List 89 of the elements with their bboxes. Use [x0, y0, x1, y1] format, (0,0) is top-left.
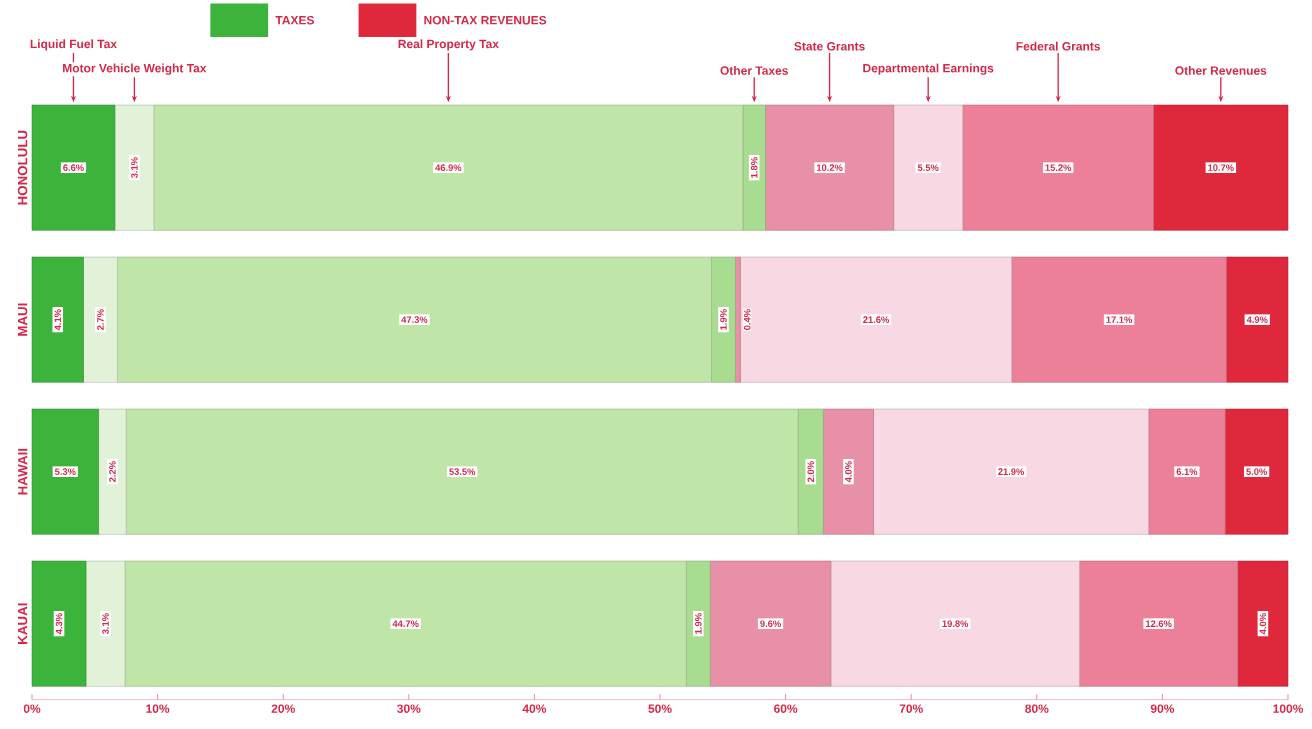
x-tick-label: 60%	[774, 704, 798, 713]
x-tick-label: 70%	[899, 704, 923, 713]
text: TAXES	[275, 15, 314, 25]
data-label: 21.9%	[998, 468, 1025, 475]
bar	[711, 256, 736, 383]
bar	[98, 408, 127, 535]
data-label: 2.2%	[109, 461, 116, 482]
y-tick-label: MAUI	[17, 303, 28, 336]
data-label: 12.6%	[1146, 620, 1172, 627]
bar	[740, 256, 1012, 383]
bar	[823, 408, 874, 535]
bar	[893, 104, 963, 231]
bar	[85, 560, 126, 687]
y-tick-label: HONOLULU	[17, 130, 28, 205]
data-label: 4.9%	[1246, 316, 1268, 323]
bar	[1079, 560, 1239, 687]
bar	[742, 104, 766, 231]
data-label: 4.3%	[55, 613, 63, 635]
bar	[124, 560, 687, 687]
data-label: 46.9%	[435, 164, 462, 171]
data-label: 10.7%	[1208, 164, 1234, 171]
bar	[31, 560, 87, 687]
bar	[1011, 256, 1227, 383]
data-label: 5.5%	[917, 164, 939, 171]
data-label: 4.0%	[845, 461, 852, 483]
bar	[1226, 256, 1289, 383]
data-label: 4.0%	[1259, 613, 1267, 635]
data-label: 4.1%	[54, 309, 62, 331]
text: Federal Grants	[1016, 41, 1101, 51]
bar	[31, 256, 84, 383]
data-label: 19.8%	[942, 620, 969, 627]
text: Liquid Fuel Tax	[30, 39, 117, 51]
x-tick-label: 50%	[648, 704, 672, 713]
bar	[125, 408, 799, 535]
text: Departmental Earnings	[863, 63, 994, 75]
bar	[1153, 104, 1289, 231]
data-label: 3.1%	[131, 157, 138, 179]
bar	[83, 256, 118, 383]
text: NON-TAX REVENUES	[424, 15, 547, 25]
data-label: 5.0%	[1246, 468, 1267, 475]
data-label: 6.1%	[1176, 468, 1198, 475]
x-tick-label: 30%	[397, 704, 421, 713]
bar	[1237, 560, 1289, 687]
bar	[709, 560, 832, 687]
bar	[117, 256, 712, 383]
bar	[962, 104, 1154, 231]
data-label: 15.2%	[1045, 164, 1072, 171]
bar	[873, 408, 1149, 535]
y-tick-label: KAUAI	[17, 603, 28, 644]
text: Real Property Tax	[398, 39, 499, 51]
bar	[31, 104, 116, 231]
x-tick-label: 100%	[1273, 704, 1304, 713]
data-label: 9.6%	[760, 620, 781, 627]
text: Other Revenues	[1175, 66, 1267, 75]
data-label: 2.7%	[97, 309, 104, 330]
bar	[735, 256, 741, 383]
bar	[1148, 408, 1226, 535]
bar	[830, 560, 1080, 687]
data-label: 1.9%	[720, 309, 727, 330]
bar	[31, 408, 99, 535]
data-label: 6.6%	[63, 164, 84, 171]
data-label: 1.9%	[695, 613, 702, 634]
text: State Grants	[794, 42, 865, 51]
x-tick-label: 0%	[23, 704, 41, 713]
bar	[114, 104, 155, 231]
bar	[797, 408, 824, 535]
data-label: 1.8%	[750, 157, 758, 178]
data-label: 21.6%	[863, 316, 890, 323]
bar	[765, 104, 894, 231]
bar	[686, 560, 711, 687]
x-tick-label: 80%	[1025, 704, 1049, 713]
data-label: 2.0%	[807, 461, 815, 482]
bar	[153, 104, 744, 231]
x-tick-label: 40%	[522, 704, 547, 713]
text: Motor Vehicle Weight Tax	[63, 63, 207, 75]
data-label: 44.7%	[392, 620, 419, 627]
x-tick-label: 20%	[271, 704, 295, 713]
x-tick-label: 10%	[146, 704, 170, 713]
bar	[1224, 408, 1289, 535]
data-label: 17.1%	[1106, 316, 1133, 323]
data-label: 10.2%	[816, 164, 843, 171]
text: Other Taxes	[720, 66, 788, 75]
data-label: 47.3%	[401, 316, 428, 323]
data-label: 53.5%	[449, 468, 476, 475]
y-tick-label: HAWAII	[18, 448, 28, 495]
data-label: 0.4%	[743, 309, 751, 330]
x-tick-label: 90%	[1150, 704, 1175, 713]
data-label: 3.1%	[102, 613, 109, 635]
data-label: 5.3%	[54, 468, 76, 475]
